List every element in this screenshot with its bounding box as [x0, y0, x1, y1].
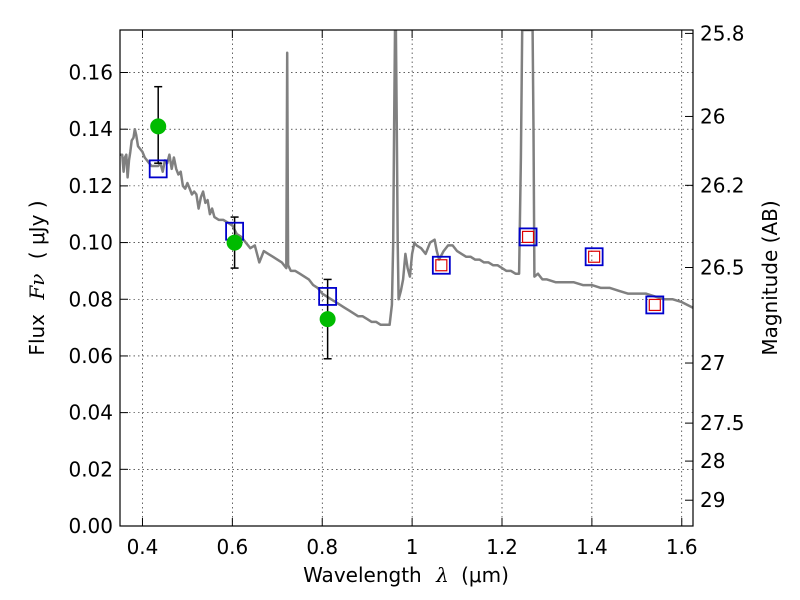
model-flux-square — [645, 295, 665, 315]
y2-tick-label: 25.8 — [700, 21, 745, 45]
y2-tick-label: 27.5 — [700, 411, 745, 435]
upper-limit-square — [435, 259, 448, 272]
model-flux-square — [431, 255, 451, 275]
x-tick-label: 1.4 — [576, 535, 608, 559]
data-series — [120, 30, 693, 327]
upper-limit-square — [648, 298, 661, 312]
plot-background — [120, 30, 693, 526]
x-axis-label-unit: (μm) — [461, 563, 509, 587]
x-axis-label-symbol: λ — [435, 563, 449, 587]
y2-tick-label: 29 — [700, 488, 725, 512]
y-tick-label: 0.08 — [68, 287, 113, 311]
upper-limit-square — [588, 250, 601, 263]
y-axis-label-text: Flux — [25, 314, 49, 356]
x-tick-label: 0.8 — [306, 535, 338, 559]
y2-axis-label: Magnitude (AB) — [758, 200, 782, 355]
y-tick-label: 0.00 — [68, 514, 113, 538]
y2-tick-label: 27 — [700, 351, 725, 375]
y-axis-label: Flux Fν ( μJy ) — [25, 200, 49, 355]
observed-flux-point — [319, 311, 336, 328]
y-tick-label: 0.02 — [68, 457, 113, 481]
plot-frame — [119, 29, 694, 527]
model-flux-square — [518, 227, 538, 247]
x-axis-label-text: Wavelength — [303, 563, 422, 587]
y2-tick-label: 28 — [700, 449, 725, 473]
model-spectrum-line — [120, 30, 693, 327]
x-tick-label: 1.2 — [486, 535, 518, 559]
y-tick-label: 0.10 — [68, 231, 113, 255]
y-tick-label: 0.06 — [68, 344, 113, 368]
x-tick-label: 1.6 — [666, 535, 698, 559]
x-tick-label: 1 — [406, 535, 419, 559]
y-axis-label-unit: ( μJy ) — [25, 200, 49, 259]
y-tick-label: 0.16 — [68, 61, 113, 85]
model-flux-square — [318, 287, 338, 306]
grid-lines — [120, 30, 693, 527]
x-axis-label: Wavelength λ (μm) — [303, 563, 509, 587]
y2-tick-label: 26 — [700, 104, 725, 128]
model-flux-square — [584, 247, 604, 267]
y2-tick-label: 26.5 — [700, 256, 745, 280]
y-tick-label: 0.12 — [68, 174, 113, 198]
x-tick-label: 0.4 — [127, 535, 159, 559]
error-bars — [148, 85, 665, 360]
y-tick-label: 0.04 — [68, 401, 113, 425]
axis-ticks: 0.4 0.6 0.8 1 1.2 1.4 1.6 0.00 0.02 0.04 0.06 0.08 0… — [68, 21, 744, 559]
y-tick-label: 0.14 — [68, 117, 113, 141]
observed-flux-point — [150, 118, 167, 135]
model-flux-square — [148, 159, 168, 179]
observed-flux-point — [226, 234, 243, 251]
y2-tick-label: 26.2 — [700, 173, 745, 197]
x-tick-label: 0.6 — [216, 535, 248, 559]
y-axis-label-symbol: Fν — [25, 274, 49, 301]
upper-limit-square — [521, 230, 535, 244]
